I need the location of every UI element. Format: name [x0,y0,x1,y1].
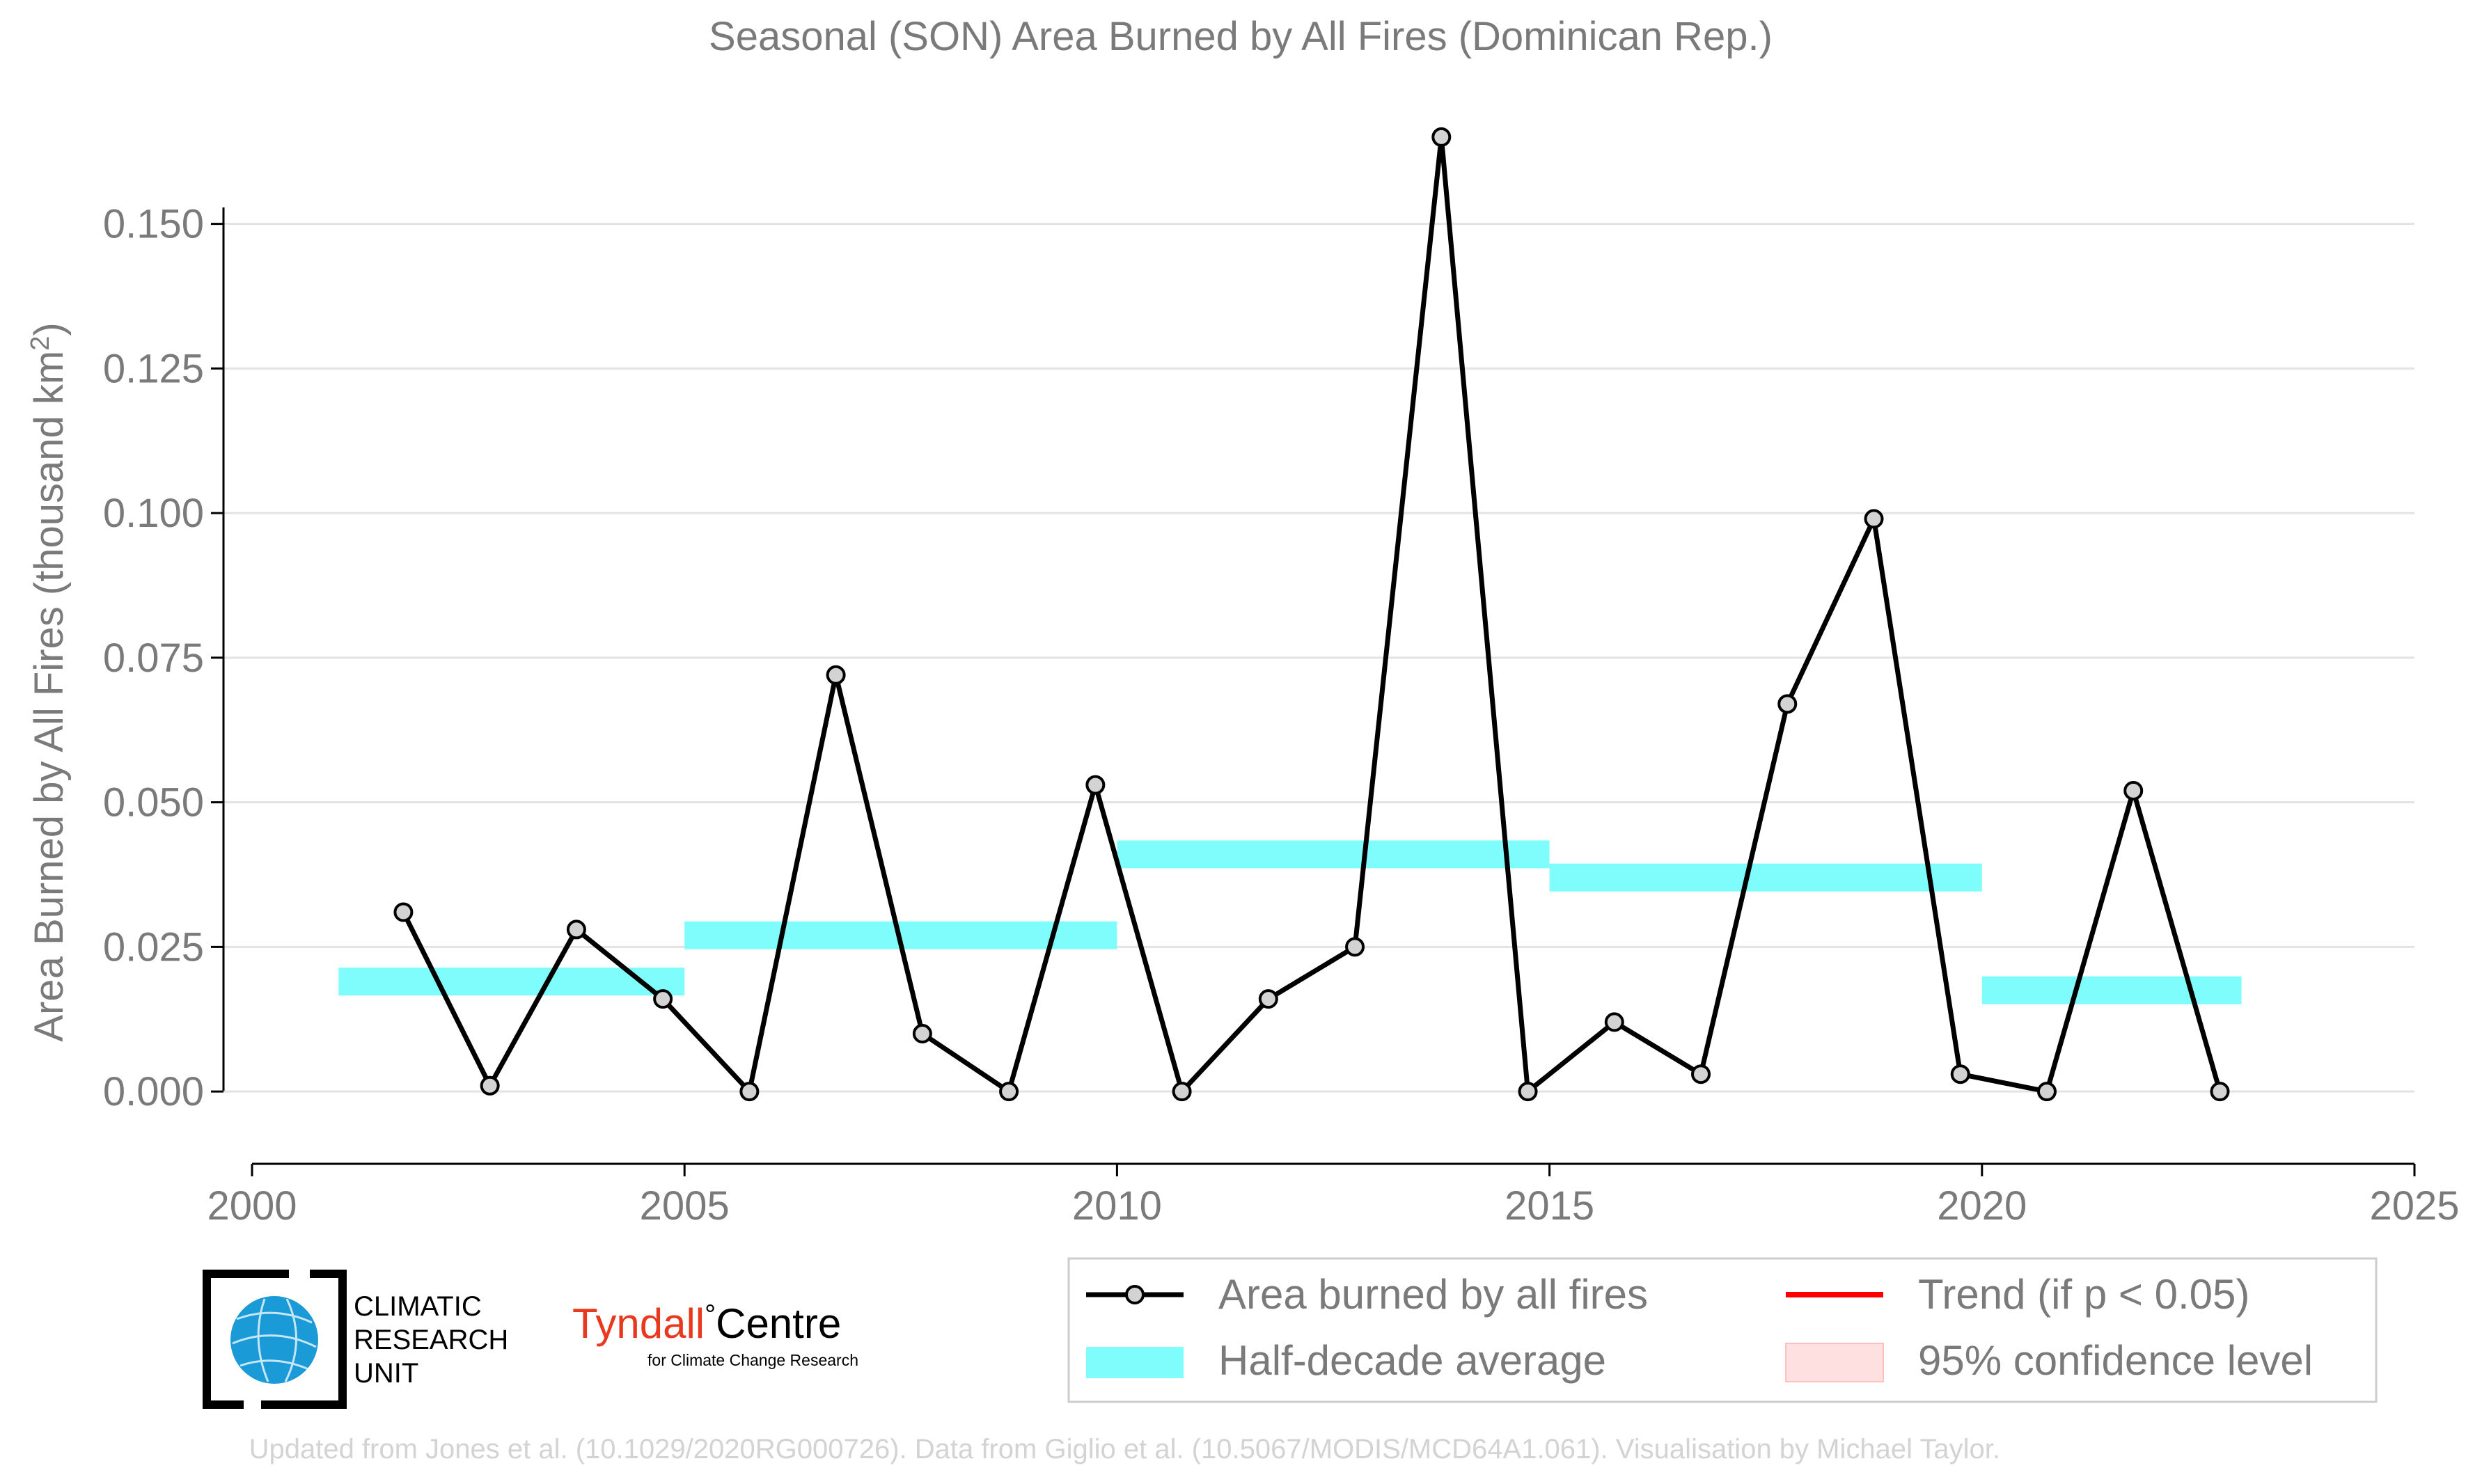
data-point [739,1082,760,1102]
data-point [999,1082,1019,1102]
data-point [1258,989,1278,1009]
cru-logo-line: UNIT [354,1358,418,1389]
legend-box [1067,1257,2378,1403]
data-point [653,989,673,1009]
data-point [480,1075,500,1096]
data-point [2036,1082,2057,1102]
tyndall-logo-subtitle: for Climate Change Research [647,1351,858,1369]
data-point [1691,1064,1711,1084]
half-decade-bar [1549,863,1982,892]
y-tick-label: 0.150 [103,202,204,247]
data-point [566,919,586,940]
data-point [2210,1082,2230,1102]
series-line-layer [401,134,2222,1094]
y-tick-label: 0.025 [103,924,204,970]
cru-logo-line: RESEARCH [354,1325,508,1355]
tyndall-name: Tyndall [572,1300,705,1347]
x-tick-label: 2015 [1505,1183,1594,1229]
y-tick-label: 0.125 [103,346,204,391]
x-axis-ticks: 2000 2005 2010 2015 2020 2025 [207,1164,2460,1229]
y-tick-label: 0.075 [103,636,204,681]
globe-icon [232,1298,317,1382]
tyndall-centre: Centre [716,1300,841,1347]
x-tick-label: 2005 [640,1183,730,1229]
half-decade-bar [1981,976,2242,1004]
data-point [1604,1012,1624,1032]
legend-confidence-swatch [1785,1343,1884,1382]
tyndall-degree: ° [705,1300,716,1330]
y-tick-label: 0.100 [103,491,204,536]
data-point [1518,1082,1538,1102]
y-tick-label: 0.050 [103,780,204,826]
data-point [1085,775,1106,795]
y-axis-label-close: ) [26,322,72,336]
legend-label: Half-decade average [1218,1337,1606,1384]
data-point [2123,780,2144,800]
y-axis-label-main: Area Burned by All Fires (thousand km [26,351,72,1042]
x-tick-label: 2000 [207,1183,297,1229]
y-axis-label: Area Burned by All Fires (thousand km2) [26,322,72,1041]
data-point [1172,1082,1192,1102]
legend-label: Area burned by all fires [1218,1271,1648,1318]
data-point [1431,127,1452,147]
legend: Area burned by all fires Trend (if p < 0… [1067,1257,2378,1403]
chart-title: Seasonal (SON) Area Burned by All Fires … [709,14,1773,59]
legend-label: 95% confidence level [1918,1337,2313,1384]
legend-band-swatch [1086,1347,1184,1378]
cru-frame [203,1270,289,1409]
cru-frame [261,1270,347,1409]
data-point [1777,694,1798,714]
footer-credits: Updated from Jones et al. (10.1029/2020R… [249,1434,2000,1465]
tyndall-logo: Tyndall°Centre for Climate Change Resear… [572,1300,858,1369]
x-tick-label: 2020 [1937,1183,2027,1229]
half-decade-bands [338,840,2242,1004]
series-markers [393,127,2230,1102]
y-axis-label-sup: 2 [26,336,55,351]
x-tick-label: 2010 [1072,1183,1162,1229]
y-tick-label: 0.000 [103,1069,204,1114]
data-point [1950,1064,1970,1084]
cru-logo: CLIMATIC RESEARCH UNIT [203,1270,508,1409]
data-point [912,1024,932,1044]
half-decade-bar [1117,840,1550,869]
x-tick-label: 2025 [2369,1183,2459,1229]
series-line [401,134,2222,1094]
data-point [826,665,846,685]
gridlines [223,223,2414,1093]
cru-logo-line: CLIMATIC [354,1291,482,1322]
data-point [1864,509,1884,529]
y-axis-ticks: 0.000 0.025 0.050 0.075 0.100 0.125 0.150 [103,202,223,1114]
data-point [1345,937,1365,957]
data-point [393,902,414,922]
tyndall-logo-title: Tyndall°Centre [572,1300,841,1347]
legend-label: Trend (if p < 0.05) [1918,1271,2249,1318]
legend-marker-swatch [1125,1285,1145,1304]
